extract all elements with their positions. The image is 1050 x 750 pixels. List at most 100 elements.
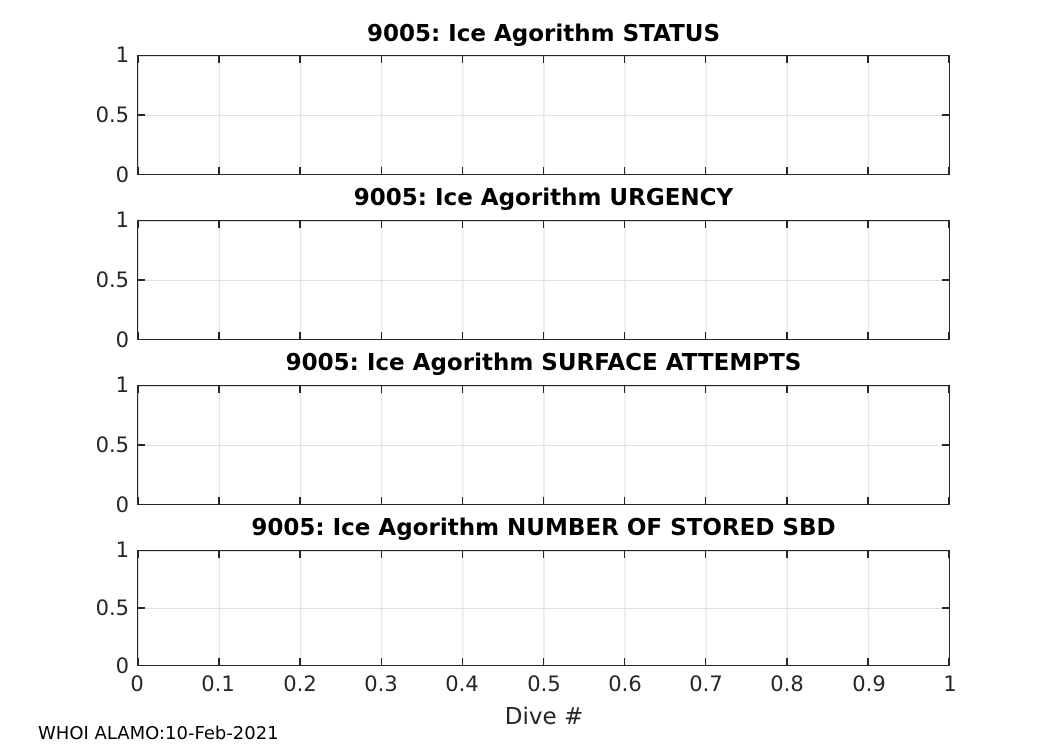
x-tick-mark — [137, 386, 139, 393]
x-tick-mark — [542, 221, 545, 228]
y-tick-label: 1 — [115, 43, 129, 67]
x-tick-mark — [299, 167, 301, 174]
x-tick-mark — [623, 497, 626, 504]
y-tick-label: 0.5 — [95, 103, 129, 127]
x-tick-mark — [948, 497, 950, 504]
y-tick-label: 1 — [115, 208, 129, 232]
x-tick-mark — [380, 56, 383, 63]
x-tick-mark — [461, 167, 464, 174]
x-tick-mark — [137, 497, 139, 504]
x-tick-mark — [867, 386, 869, 393]
x-tick-mark — [461, 497, 464, 504]
x-tick-mark — [137, 167, 139, 174]
x-tick-mark — [786, 56, 788, 63]
x-tick-mark — [704, 497, 707, 504]
y-tick-label: 1 — [115, 373, 129, 397]
y-tick-label: 0 — [115, 654, 129, 678]
x-tick-mark — [623, 56, 626, 63]
x-tick-mark — [218, 386, 220, 393]
x-tick-mark — [704, 386, 707, 393]
y-tick-mark — [942, 114, 949, 116]
x-tick-mark — [380, 497, 383, 504]
x-tick-mark — [704, 332, 707, 339]
y-tick-label: 0.5 — [95, 268, 129, 292]
x-tick-mark — [786, 497, 788, 504]
y-tick-mark — [942, 279, 949, 281]
x-tick-mark — [867, 332, 869, 339]
y-tick-label: 0 — [115, 328, 129, 352]
x-tick-mark — [948, 658, 950, 665]
x-tick-mark — [299, 551, 301, 558]
x-tick-label: 0 — [130, 672, 144, 696]
subplot-3-title: 9005: Ice Agorithm SURFACE ATTEMPTS — [285, 350, 802, 376]
x-tick-label: 1 — [943, 672, 957, 696]
x-tick-mark — [461, 221, 464, 228]
x-tick-mark — [786, 332, 788, 339]
x-tick-mark — [461, 386, 464, 393]
x-tick-mark — [542, 658, 545, 665]
x-tick-label: 0.1 — [201, 672, 235, 696]
x-tick-label: 0.5 — [527, 672, 561, 696]
x-tick-mark — [867, 221, 869, 228]
x-tick-mark — [867, 497, 869, 504]
subplot-1-title: 9005: Ice Agorithm STATUS — [366, 21, 721, 47]
x-tick-mark — [704, 658, 707, 665]
x-tick-mark — [461, 332, 464, 339]
x-tick-mark — [786, 221, 788, 228]
x-tick-mark — [218, 56, 220, 63]
x-tick-mark — [542, 551, 545, 558]
y-tick-mark — [942, 444, 949, 446]
x-tick-mark — [623, 551, 626, 558]
y-tick-label: 0.5 — [95, 596, 129, 620]
x-tick-mark — [623, 221, 626, 228]
x-tick-mark — [867, 551, 869, 558]
y-tick-label: 1 — [115, 538, 129, 562]
x-tick-mark — [299, 332, 301, 339]
x-tick-mark — [948, 386, 950, 393]
x-tick-label: 0.6 — [608, 672, 642, 696]
x-tick-mark — [299, 56, 301, 63]
x-tick-mark — [299, 497, 301, 504]
x-tick-mark — [137, 332, 139, 339]
x-tick-mark — [218, 167, 220, 174]
x-tick-mark — [542, 497, 545, 504]
x-tick-mark — [380, 332, 383, 339]
x-tick-mark — [867, 658, 869, 665]
x-tick-mark — [218, 332, 220, 339]
x-tick-mark — [623, 658, 626, 665]
x-tick-mark — [704, 56, 707, 63]
x-tick-mark — [461, 551, 464, 558]
subplot-2-plot-area — [137, 220, 950, 340]
x-tick-mark — [299, 386, 301, 393]
x-tick-mark — [786, 386, 788, 393]
x-tick-mark — [380, 551, 383, 558]
x-tick-mark — [218, 221, 220, 228]
x-tick-mark — [461, 658, 464, 665]
x-tick-mark — [786, 167, 788, 174]
x-tick-mark — [380, 658, 383, 665]
y-tick-mark — [138, 444, 145, 446]
x-tick-mark — [137, 56, 139, 63]
x-tick-mark — [948, 167, 950, 174]
subplot-1-plot-area — [137, 55, 950, 175]
x-tick-label: 0.3 — [364, 672, 398, 696]
y-tick-mark — [138, 114, 145, 116]
x-tick-mark — [948, 551, 950, 558]
x-tick-mark — [623, 332, 626, 339]
x-tick-label: 0.4 — [445, 672, 479, 696]
x-tick-mark — [137, 551, 139, 558]
x-tick-label: 0.9 — [852, 672, 886, 696]
x-tick-mark — [218, 497, 220, 504]
x-tick-mark — [299, 221, 301, 228]
x-tick-mark — [867, 167, 869, 174]
x-tick-label: 0.7 — [689, 672, 723, 696]
subplot-4-title: 9005: Ice Agorithm NUMBER OF STORED SBD — [251, 515, 836, 541]
subplot-3-plot-area — [137, 385, 950, 505]
x-tick-mark — [786, 551, 788, 558]
subplot-2-title: 9005: Ice Agorithm URGENCY — [353, 185, 734, 211]
subplot-4-plot-area — [137, 550, 950, 666]
x-tick-mark — [137, 221, 139, 228]
x-tick-mark — [461, 56, 464, 63]
x-tick-mark — [623, 386, 626, 393]
